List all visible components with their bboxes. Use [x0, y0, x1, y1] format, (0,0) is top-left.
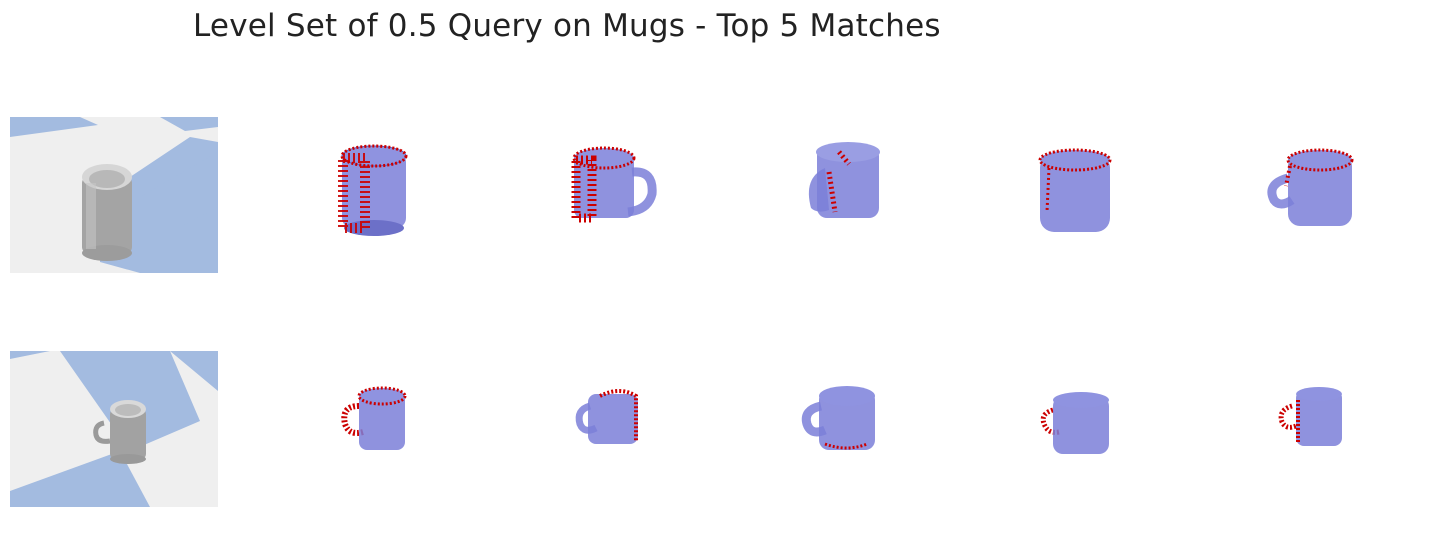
match-4-row-2: [1009, 370, 1139, 490]
match-1-row-1: [309, 132, 439, 252]
match-5-row-2: [1256, 370, 1386, 490]
figure-title: Level Set of 0.5 Query on Mugs - Top 5 M…: [193, 8, 941, 44]
match-4-row-1: [1009, 132, 1139, 252]
match-2-row-2: [544, 370, 674, 490]
query-mug: [82, 164, 132, 261]
query-scene-row-1: [10, 117, 218, 273]
query-scene-row-2: [10, 351, 218, 507]
match-1-row-2: [309, 370, 439, 490]
match-3-row-2: [779, 370, 909, 490]
query-mug: [93, 400, 146, 464]
match-5-row-1: [1256, 132, 1386, 252]
match-3-row-1: [779, 132, 909, 252]
match-2-row-1: [544, 132, 674, 252]
